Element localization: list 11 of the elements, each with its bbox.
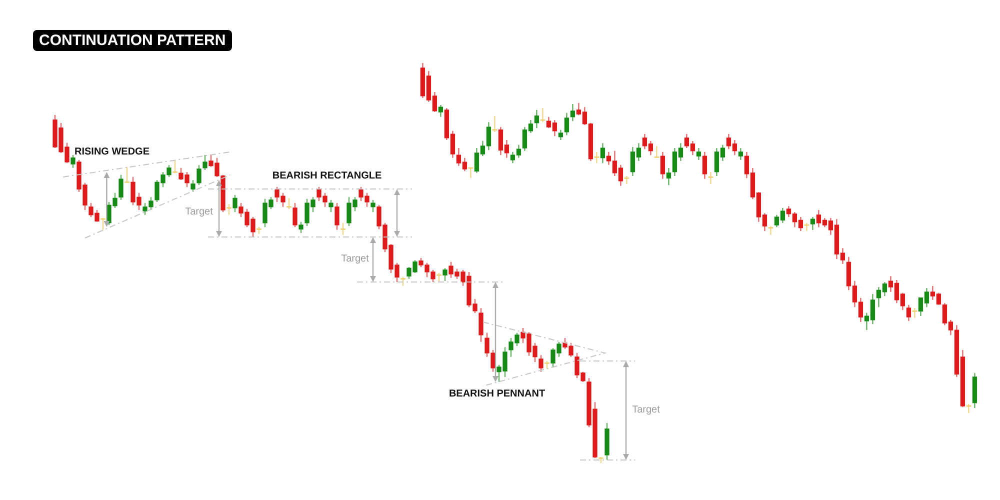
annotation: Target: [185, 206, 213, 218]
annotation: Target: [632, 404, 660, 416]
candlestick: [468, 167, 474, 179]
annotation: BEARISH RECTANGLE: [272, 170, 382, 182]
annotation: BEARISH PENNANT: [448, 388, 546, 400]
candlestick: [966, 403, 972, 414]
candlestick: [804, 222, 810, 232]
chart-title: CONTINUATION PATTERN: [33, 30, 232, 51]
annotation: RISING WEDGE: [74, 146, 150, 158]
candlestick: [540, 108, 546, 123]
annotation: Target: [341, 254, 369, 264]
